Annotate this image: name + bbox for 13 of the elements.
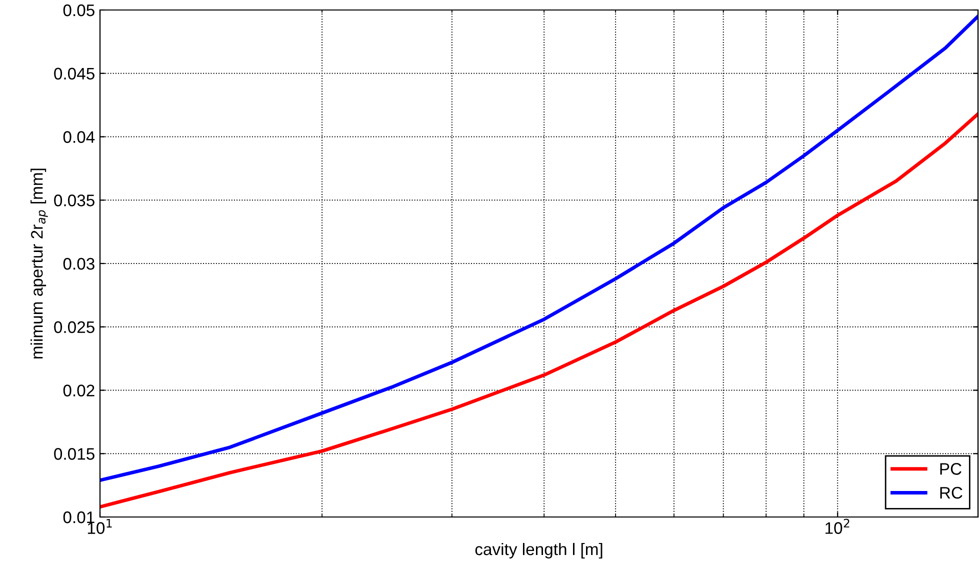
y-tick-label: 0.05 <box>63 4 94 16</box>
legend-label: PC <box>940 463 962 475</box>
y-tick-label: 0.03 <box>63 258 94 270</box>
y-tick-label: 0.045 <box>54 68 94 80</box>
y-tick-label: 0.025 <box>54 321 94 334</box>
y-axis-title: miimum apertur 2r$_{ap}$ [mm] <box>30 168 48 358</box>
x-tick-label: 10$^{2}$ <box>826 518 850 534</box>
legend-label: RC <box>940 486 962 499</box>
y-tick-label: 0.035 <box>54 194 94 206</box>
y-tick-label: 0.02 <box>63 384 94 396</box>
y-tick-label: 0.015 <box>54 448 94 460</box>
y-tick-label: 0.04 <box>63 131 95 143</box>
x-axis-title: cavity length l [m] <box>475 542 602 558</box>
